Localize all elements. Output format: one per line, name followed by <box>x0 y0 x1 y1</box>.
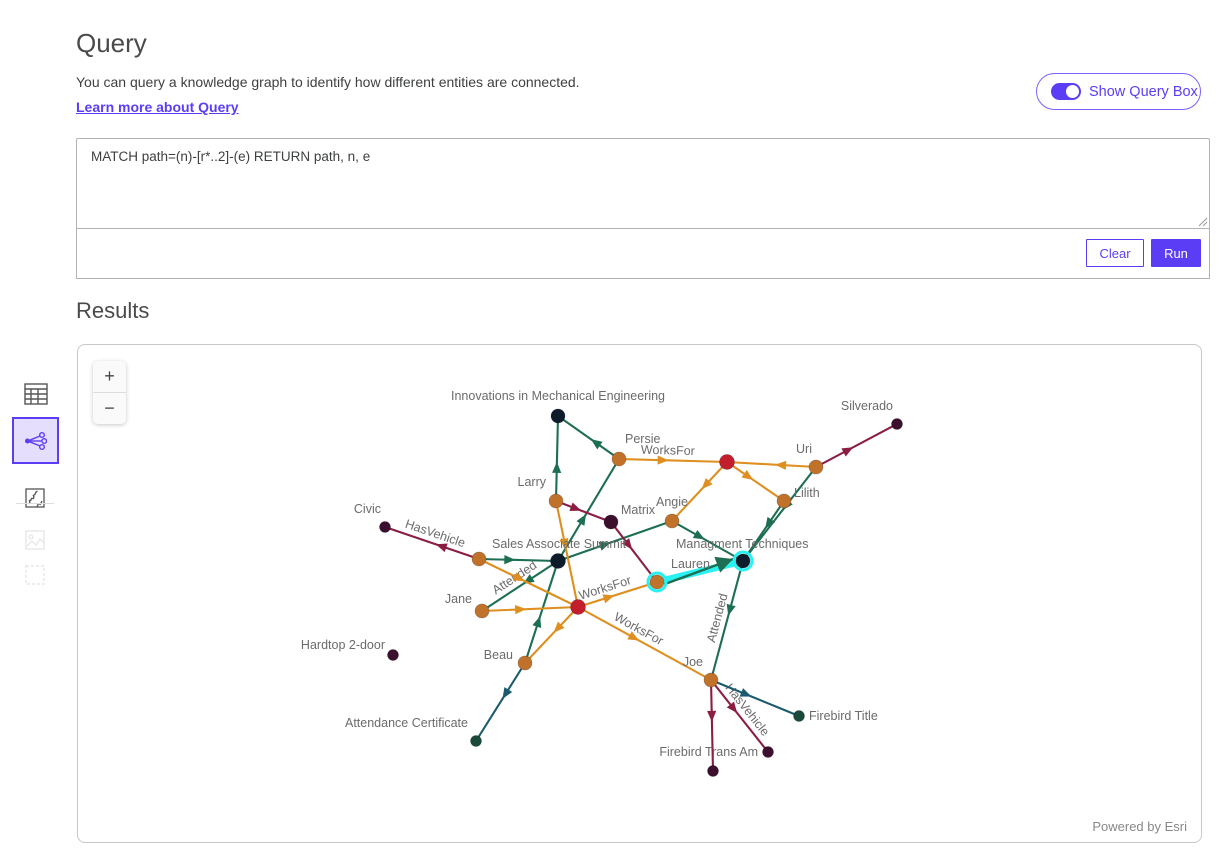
svg-text:Angie: Angie <box>656 495 688 509</box>
svg-text:Larry: Larry <box>518 475 547 489</box>
svg-text:Uri: Uri <box>796 442 812 456</box>
svg-text:Silverado: Silverado <box>841 399 893 413</box>
svg-text:Sales Associate Summit: Sales Associate Summit <box>492 537 627 551</box>
svg-text:Managment Techniques: Managment Techniques <box>676 537 809 551</box>
svg-text:Beau: Beau <box>484 648 513 662</box>
svg-text:Attendance Certificate: Attendance Certificate <box>345 716 468 730</box>
svg-text:Hardtop 2-door: Hardtop 2-door <box>301 638 385 652</box>
svg-text:Joe: Joe <box>683 655 703 669</box>
svg-text:Firebird Trans Am: Firebird Trans Am <box>659 745 758 759</box>
svg-text:HasVehicle: HasVehicle <box>403 517 467 550</box>
svg-text:Matrix: Matrix <box>621 503 656 517</box>
svg-text:Innovations in Mechanical Engi: Innovations in Mechanical Engineering <box>451 389 665 403</box>
svg-text:Lauren: Lauren <box>671 557 710 571</box>
svg-text:Civic: Civic <box>354 502 381 516</box>
svg-text:Lilith: Lilith <box>794 486 820 500</box>
svg-text:Firebird Title: Firebird Title <box>809 709 878 723</box>
svg-text:HasVehicle: HasVehicle <box>722 681 772 739</box>
svg-text:Jane: Jane <box>445 592 472 606</box>
svg-text:Persie: Persie <box>625 432 660 446</box>
